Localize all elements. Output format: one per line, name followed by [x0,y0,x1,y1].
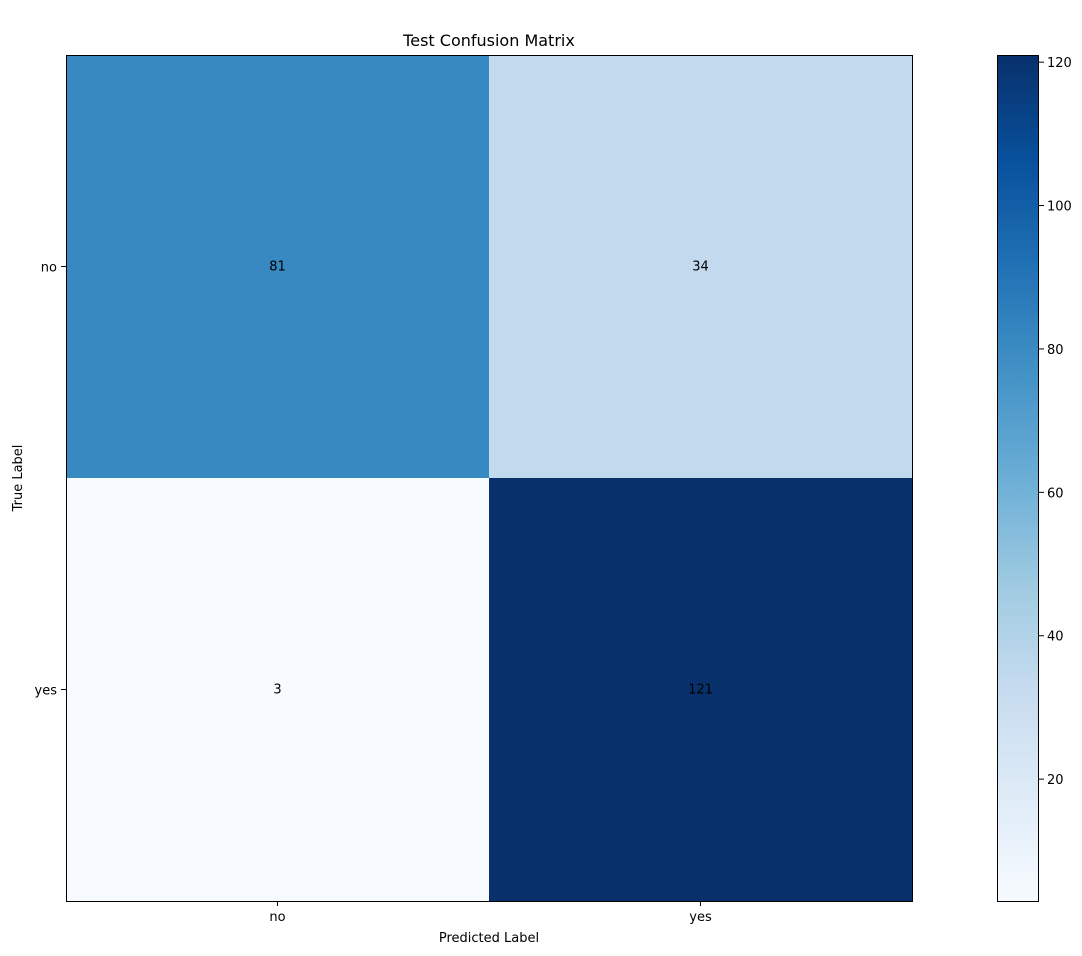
colorbar-tick-label: 120 [1047,56,1072,71]
x-axis-ticks: no yes [269,901,712,925]
heatmap-cell-labels: 81 34 3 121 [269,260,713,698]
x-tick-label: no [269,910,285,925]
heatmap-cells [66,55,913,902]
colorbar-tick-label: 80 [1047,343,1064,358]
colorbar [997,55,1039,901]
y-axis-label: True Label [11,445,26,513]
colorbar-tick-label: 20 [1047,773,1064,788]
cell-value-label: 3 [273,683,281,698]
colorbar-tick-label: 60 [1047,486,1064,501]
heatmap-cell [66,55,490,479]
x-axis-label: Predicted Label [439,931,539,946]
heatmap-cell [66,478,490,902]
y-tick-label: no [41,261,57,276]
cell-value-label: 81 [269,260,286,275]
heatmap-cell [489,55,913,479]
heatmap-cell [489,478,913,902]
colorbar-tick-label: 40 [1047,630,1064,645]
plot-frame [66,55,913,902]
y-axis-ticks: no yes [35,261,66,699]
y-tick-label: yes [35,684,58,699]
colorbar-tick-label: 100 [1047,200,1072,215]
colorbar-frame [997,55,1039,902]
cell-value-label: 121 [688,683,713,698]
chart-title: Test Confusion Matrix [402,31,575,50]
colorbar-ticks: 20 40 60 80 100 120 [1039,56,1072,788]
cell-value-label: 34 [692,260,709,275]
x-tick-label: yes [689,910,712,925]
